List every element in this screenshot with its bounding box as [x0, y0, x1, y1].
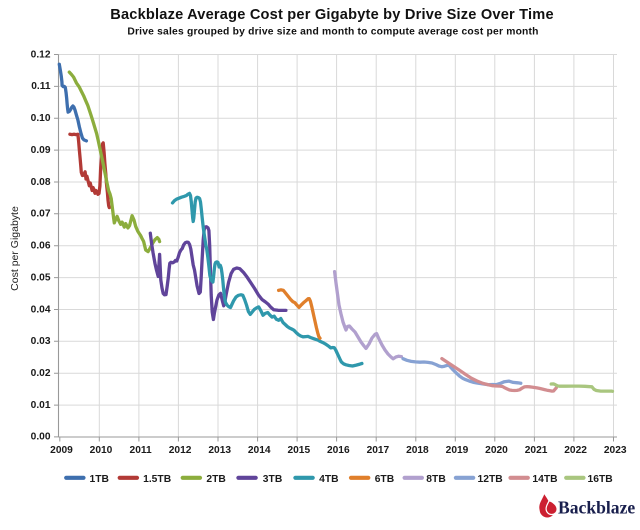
svg-text:0.06: 0.06 — [31, 241, 51, 252]
svg-text:2016: 2016 — [327, 445, 350, 456]
svg-text:0.09: 0.09 — [31, 145, 51, 156]
svg-text:2010: 2010 — [90, 445, 113, 456]
svg-text:2009: 2009 — [50, 445, 73, 456]
svg-text:8TB: 8TB — [426, 474, 445, 485]
svg-text:16TB: 16TB — [588, 474, 613, 485]
svg-text:2022: 2022 — [564, 445, 587, 456]
svg-text:2023: 2023 — [604, 445, 627, 456]
svg-text:12TB: 12TB — [478, 474, 503, 485]
svg-text:2018: 2018 — [406, 445, 429, 456]
svg-text:6TB: 6TB — [375, 474, 394, 485]
svg-text:2012: 2012 — [169, 445, 192, 456]
svg-text:4TB: 4TB — [319, 474, 338, 485]
svg-text:0.07: 0.07 — [31, 209, 51, 220]
svg-text:0.02: 0.02 — [31, 368, 51, 379]
svg-text:1.5TB: 1.5TB — [143, 474, 171, 485]
svg-text:2019: 2019 — [446, 445, 469, 456]
svg-text:2020: 2020 — [485, 445, 508, 456]
svg-text:Backblaze: Backblaze — [558, 498, 635, 518]
svg-text:0.11: 0.11 — [31, 81, 51, 92]
svg-text:Cost per Gigabyte: Cost per Gigabyte — [9, 206, 21, 291]
svg-text:0.01: 0.01 — [31, 400, 51, 411]
svg-text:2015: 2015 — [287, 445, 310, 456]
svg-text:2TB: 2TB — [206, 474, 225, 485]
svg-text:1TB: 1TB — [90, 474, 109, 485]
svg-text:2011: 2011 — [130, 445, 152, 456]
svg-text:0.04: 0.04 — [31, 304, 51, 315]
svg-text:0.10: 0.10 — [31, 113, 51, 124]
svg-text:2013: 2013 — [208, 445, 231, 456]
svg-text:0.03: 0.03 — [31, 336, 51, 347]
svg-text:Backblaze Average Cost per Gig: Backblaze Average Cost per Gigabyte by D… — [110, 7, 554, 23]
svg-text:2014: 2014 — [248, 445, 271, 456]
svg-text:2021: 2021 — [525, 445, 548, 456]
svg-text:Drive sales grouped by drive s: Drive sales grouped by drive size and mo… — [127, 27, 538, 38]
svg-text:0.08: 0.08 — [31, 177, 51, 188]
svg-text:0.05: 0.05 — [31, 272, 51, 283]
svg-text:3TB: 3TB — [263, 474, 282, 485]
svg-text:0.12: 0.12 — [31, 49, 51, 60]
svg-text:0.00: 0.00 — [31, 432, 51, 443]
svg-text:14TB: 14TB — [532, 474, 557, 485]
svg-text:2017: 2017 — [367, 445, 390, 456]
